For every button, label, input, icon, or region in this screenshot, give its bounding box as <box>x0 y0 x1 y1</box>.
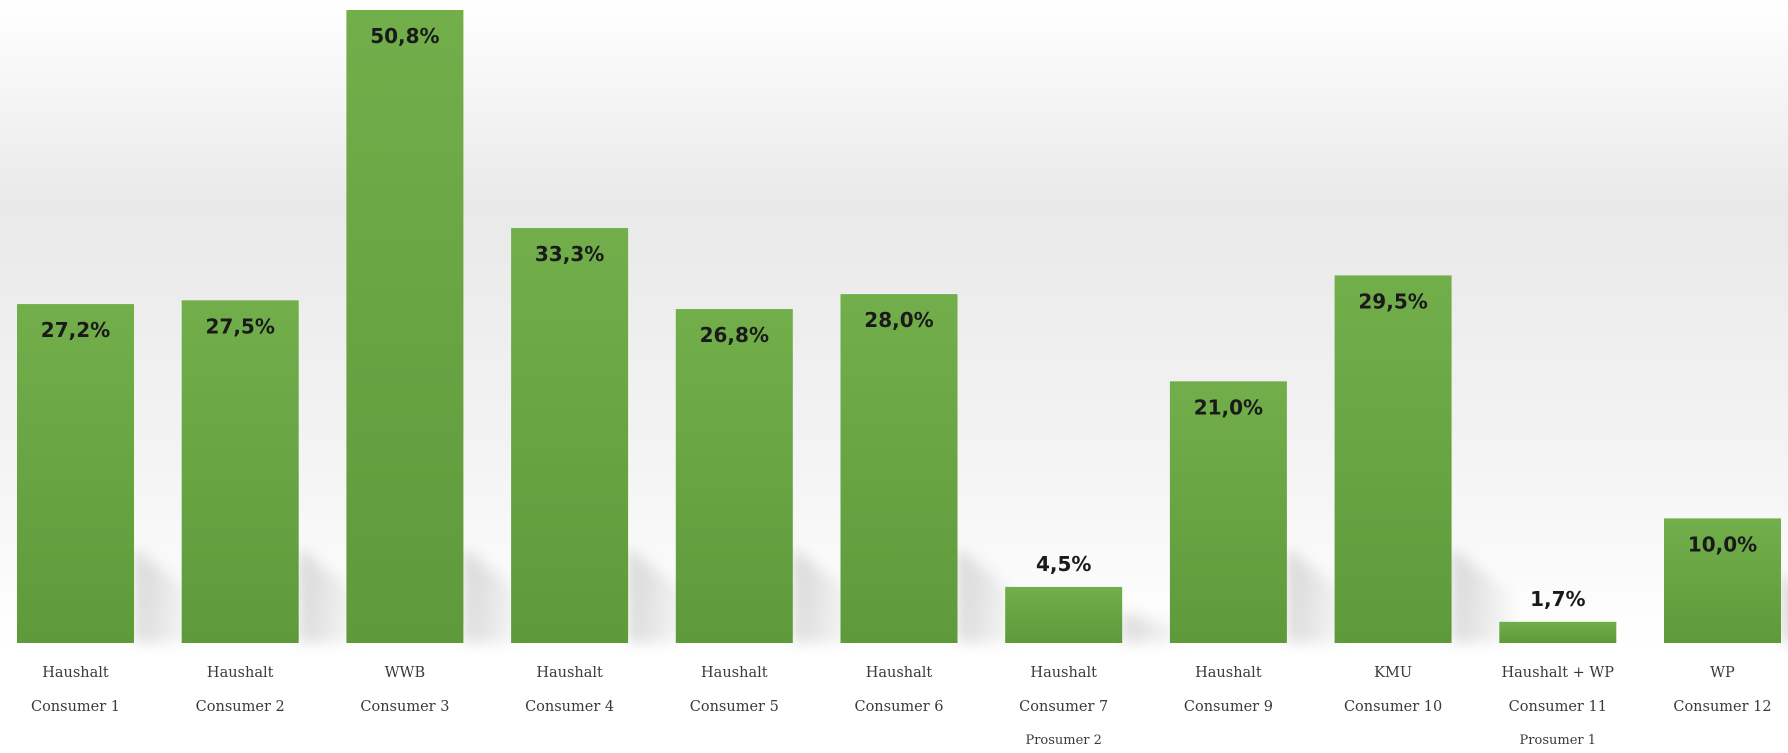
category-type-label: WP <box>1710 665 1735 681</box>
category-type-label: Haushalt <box>1195 665 1262 681</box>
category-name-label: Consumer 4 <box>525 699 614 715</box>
category-name-label: Consumer 5 <box>690 699 779 715</box>
category-labels: Haushalt Consumer 1 Haushalt Consumer 2 WWB C… <box>31 665 1772 748</box>
category-type-label: Haushalt <box>1030 665 1097 681</box>
bar <box>1334 275 1452 643</box>
category-extra-label: Prosumer 1 <box>1520 733 1596 748</box>
value-label: 10,0% <box>1688 532 1757 556</box>
bar <box>1169 381 1287 643</box>
category-name-label: Consumer 11 <box>1509 699 1607 715</box>
category-type-label: Haushalt + WP <box>1502 665 1615 681</box>
category-name-label: Consumer 10 <box>1344 699 1442 715</box>
value-label: 21,0% <box>1194 395 1263 419</box>
category-name-label: Consumer 2 <box>196 699 285 715</box>
category-type-label: WWB <box>385 665 425 681</box>
category-name-label: Consumer 9 <box>1184 699 1273 715</box>
value-label: 28,0% <box>864 308 933 332</box>
category-type-label: Haushalt <box>42 665 109 681</box>
value-label: 26,8% <box>700 323 769 347</box>
value-label: 27,5% <box>206 314 275 338</box>
bar <box>840 294 958 643</box>
bar-shadow <box>1451 548 1522 643</box>
category-type-label: Haushalt <box>866 665 933 681</box>
value-label: 4,5% <box>1036 552 1091 576</box>
bar <box>17 304 134 643</box>
category-extra-label: Prosumer 2 <box>1025 733 1101 748</box>
category-name-label: Consumer 3 <box>360 699 449 715</box>
bar <box>1664 518 1781 643</box>
bar <box>1005 586 1123 643</box>
category-name-label: Consumer 6 <box>854 699 943 715</box>
value-label: 1,7% <box>1530 587 1585 611</box>
category-name-label: Consumer 12 <box>1673 699 1771 715</box>
value-label: 27,2% <box>41 318 110 342</box>
bars <box>17 10 1781 643</box>
bar <box>181 300 299 643</box>
bar <box>1499 621 1617 643</box>
category-name-label: Consumer 1 <box>31 699 120 715</box>
bar <box>511 228 629 643</box>
bar-shadow <box>1781 574 1788 643</box>
value-label: 50,8% <box>370 24 439 48</box>
category-type-label: Haushalt <box>701 665 768 681</box>
bar <box>675 309 793 643</box>
value-label: 33,3% <box>535 242 604 266</box>
value-labels: 27,2% 27,5% 50,8% 33,3% 26,8% 28,0% 4,5% 21,0% 2… <box>41 24 1757 611</box>
category-type-label: KMU <box>1374 665 1412 681</box>
category-type-label: Haushalt <box>207 665 274 681</box>
category-name-label: Consumer 7 <box>1019 699 1108 715</box>
category-type-label: Haushalt <box>536 665 603 681</box>
bar <box>346 10 464 643</box>
value-label: 29,5% <box>1358 289 1427 313</box>
